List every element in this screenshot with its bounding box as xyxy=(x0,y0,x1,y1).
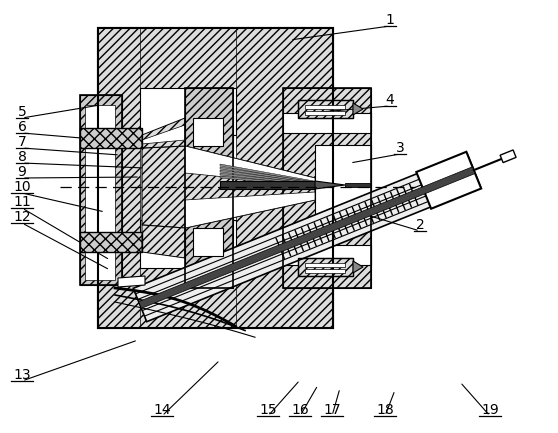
Text: 1: 1 xyxy=(386,13,395,27)
Bar xyxy=(283,113,371,133)
Bar xyxy=(298,100,353,118)
Bar xyxy=(298,258,353,276)
Text: 18: 18 xyxy=(376,403,394,417)
Bar xyxy=(80,95,122,285)
Polygon shape xyxy=(353,261,363,273)
Polygon shape xyxy=(185,192,315,228)
Bar xyxy=(98,28,140,328)
Text: 3: 3 xyxy=(396,141,405,155)
Polygon shape xyxy=(220,176,315,187)
Text: 11: 11 xyxy=(13,195,31,209)
Bar xyxy=(345,183,370,187)
Polygon shape xyxy=(118,276,145,287)
Polygon shape xyxy=(142,118,185,148)
Bar xyxy=(305,111,345,115)
Polygon shape xyxy=(220,170,315,185)
Polygon shape xyxy=(220,173,315,186)
Polygon shape xyxy=(220,167,315,184)
Text: 4: 4 xyxy=(386,93,395,107)
Bar xyxy=(283,245,371,265)
Polygon shape xyxy=(315,181,345,189)
Bar xyxy=(283,88,371,288)
Polygon shape xyxy=(133,153,480,322)
Bar xyxy=(80,128,142,148)
Text: 15: 15 xyxy=(259,403,277,417)
Bar xyxy=(185,88,233,288)
Bar xyxy=(85,105,115,280)
Text: 10: 10 xyxy=(13,180,31,194)
Bar xyxy=(185,88,233,288)
Text: 12: 12 xyxy=(13,210,31,224)
Polygon shape xyxy=(185,146,315,186)
Bar xyxy=(283,88,371,288)
Polygon shape xyxy=(353,103,363,115)
Text: 19: 19 xyxy=(481,403,499,417)
Polygon shape xyxy=(500,150,516,163)
Bar xyxy=(80,232,142,252)
Bar xyxy=(305,105,345,109)
Bar xyxy=(220,181,315,189)
Text: 7: 7 xyxy=(18,135,26,149)
Polygon shape xyxy=(142,225,185,258)
Text: 17: 17 xyxy=(323,403,341,417)
Text: 9: 9 xyxy=(17,165,26,179)
Bar xyxy=(98,28,333,328)
Polygon shape xyxy=(142,146,315,228)
Text: 5: 5 xyxy=(18,105,26,119)
Bar xyxy=(80,128,142,148)
Bar xyxy=(236,28,333,328)
Bar xyxy=(305,269,345,273)
Bar xyxy=(315,145,371,230)
Polygon shape xyxy=(138,167,475,308)
Bar xyxy=(193,118,223,146)
Polygon shape xyxy=(142,125,185,144)
Bar xyxy=(140,220,236,268)
Text: 8: 8 xyxy=(17,150,26,164)
Text: 13: 13 xyxy=(13,368,31,382)
Bar xyxy=(298,100,353,118)
Text: 6: 6 xyxy=(17,120,26,134)
Polygon shape xyxy=(220,164,315,183)
Text: 16: 16 xyxy=(291,403,309,417)
Bar xyxy=(80,95,122,285)
Bar xyxy=(305,263,345,267)
Text: 14: 14 xyxy=(153,403,171,417)
Bar xyxy=(193,228,223,256)
Bar xyxy=(140,88,236,135)
Bar xyxy=(298,258,353,276)
Bar xyxy=(98,28,333,88)
Bar xyxy=(80,232,142,252)
Text: 2: 2 xyxy=(416,218,425,232)
Polygon shape xyxy=(416,152,481,209)
Bar xyxy=(98,28,333,328)
Bar xyxy=(98,268,333,328)
